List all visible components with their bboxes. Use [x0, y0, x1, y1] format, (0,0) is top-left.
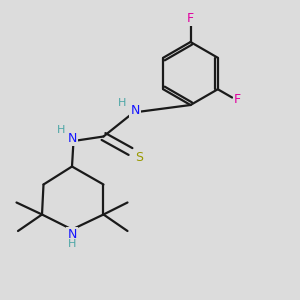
- Text: N: N: [67, 228, 77, 242]
- Text: H: H: [56, 125, 65, 136]
- Text: S: S: [136, 151, 143, 164]
- Text: H: H: [118, 98, 126, 109]
- Text: H: H: [68, 239, 76, 249]
- Text: F: F: [233, 92, 241, 106]
- Text: F: F: [187, 12, 194, 25]
- Text: N: N: [130, 104, 140, 118]
- Text: N: N: [67, 131, 77, 145]
